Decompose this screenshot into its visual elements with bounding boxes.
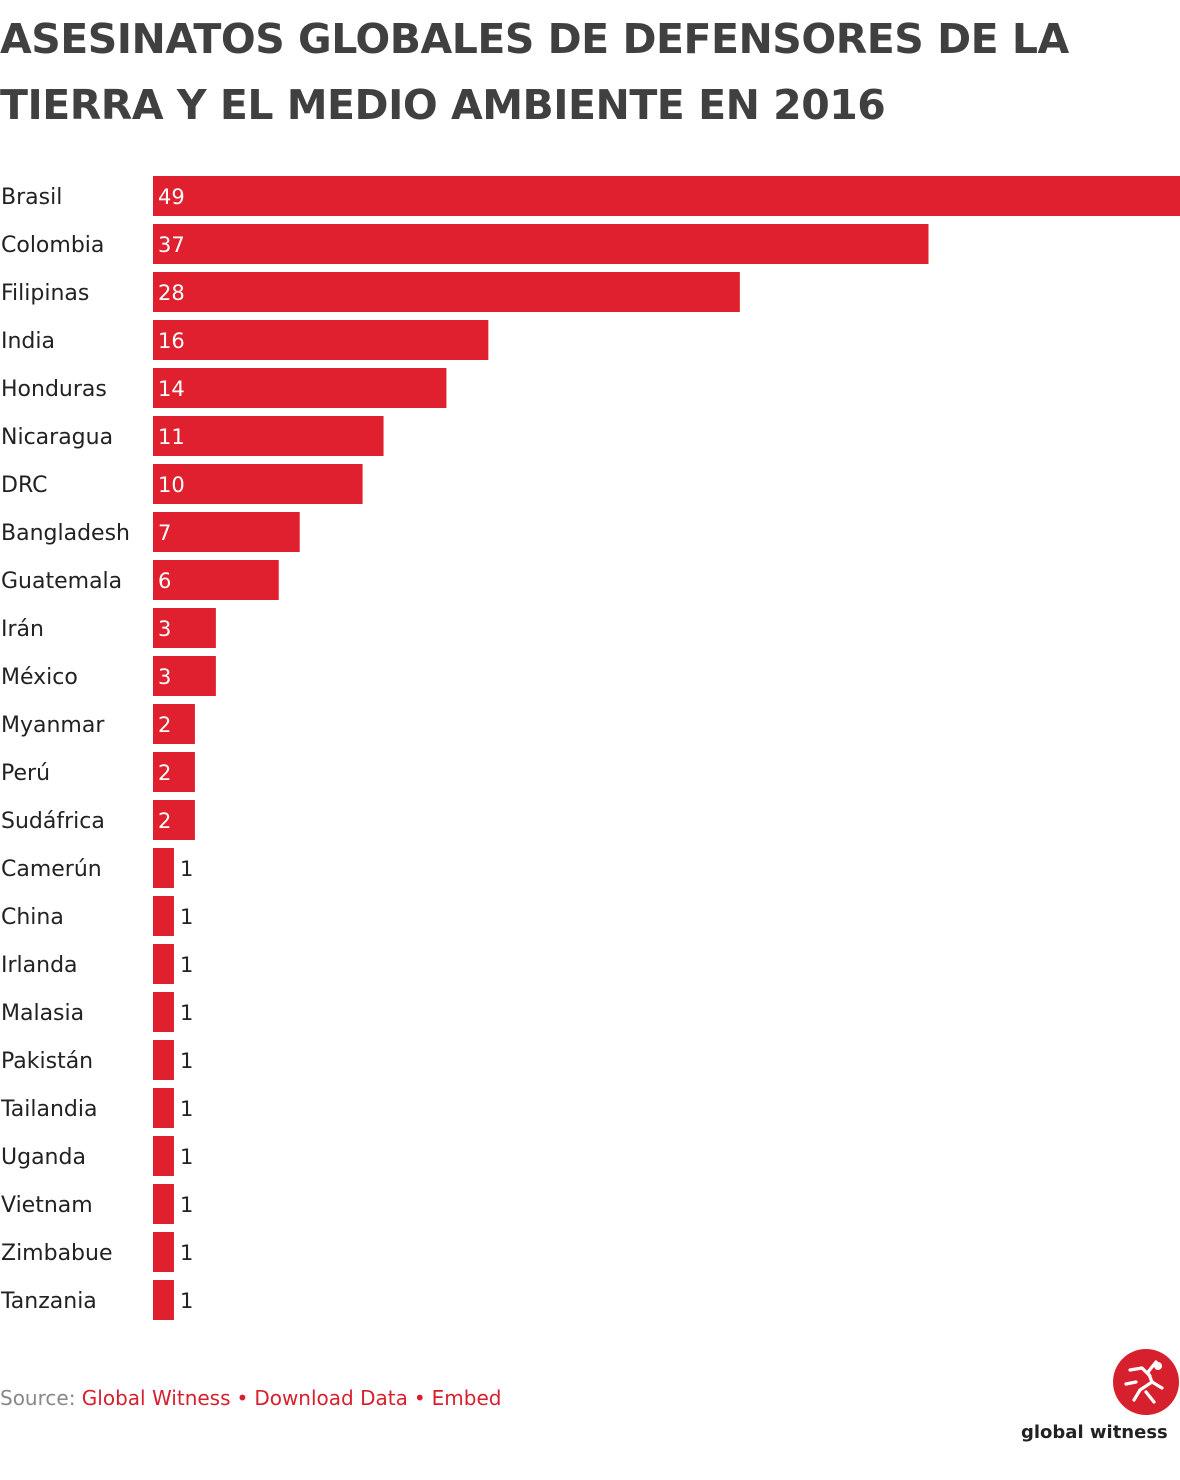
- bar: [153, 560, 279, 600]
- bar: [153, 608, 216, 648]
- data-label: 1: [180, 905, 193, 929]
- bar: [153, 1184, 174, 1224]
- data-label: 2: [158, 713, 171, 737]
- category-label: Guatemala: [1, 569, 122, 594]
- category-label: Irán: [1, 617, 44, 642]
- data-label: 1: [180, 1289, 193, 1313]
- data-label: 3: [158, 665, 171, 689]
- data-label: 7: [158, 521, 171, 545]
- category-label: Tailandia: [0, 1097, 98, 1122]
- bar: [153, 176, 1180, 216]
- bar: [153, 1232, 174, 1272]
- category-label: Sudáfrica: [1, 809, 105, 834]
- data-label: 11: [158, 425, 185, 449]
- data-label: 37: [158, 233, 185, 257]
- data-label: 3: [158, 617, 171, 641]
- bar: [153, 1040, 174, 1080]
- brand-name: global witness: [1021, 1422, 1168, 1443]
- bar: [153, 752, 195, 792]
- global-witness-logo-icon: [1113, 1349, 1179, 1415]
- bar: [153, 464, 363, 504]
- category-label: Bangladesh: [1, 521, 130, 546]
- category-label: China: [1, 905, 64, 930]
- download-data-link[interactable]: Download Data: [254, 1386, 408, 1410]
- data-label: 1: [180, 1097, 193, 1121]
- bar: [153, 800, 195, 840]
- data-label: 10: [158, 473, 185, 497]
- category-label: México: [1, 665, 78, 690]
- bar: [153, 1280, 174, 1320]
- category-label: Zimbabue: [1, 1241, 113, 1266]
- category-label: Malasia: [1, 1001, 84, 1026]
- bar: [153, 704, 195, 744]
- data-label: 1: [180, 1001, 193, 1025]
- data-label: 6: [158, 569, 171, 593]
- data-label: 1: [180, 857, 193, 881]
- data-label: 2: [158, 761, 171, 785]
- source-link[interactable]: Global Witness: [81, 1386, 231, 1410]
- category-label: Honduras: [1, 377, 107, 402]
- bar: [153, 320, 489, 360]
- category-label: Camerún: [1, 857, 102, 882]
- category-label: Pakistán: [1, 1049, 93, 1074]
- data-label: 28: [158, 281, 185, 305]
- separator-dot: •: [413, 1386, 426, 1410]
- bar: [153, 848, 174, 888]
- category-label: Nicaragua: [1, 425, 113, 450]
- chart-title: ASESINATOS GLOBALES DE DEFENSORES DE LA …: [0, 15, 1069, 129]
- bar: [153, 944, 174, 984]
- data-label: 14: [158, 377, 185, 401]
- category-label: Irlanda: [1, 953, 78, 978]
- data-label: 1: [180, 953, 193, 977]
- category-label: Vietnam: [1, 1193, 93, 1218]
- bar: [153, 896, 174, 936]
- category-label: Perú: [1, 761, 50, 786]
- bar: [153, 1136, 174, 1176]
- data-label: 1: [180, 1193, 193, 1217]
- category-label: Filipinas: [1, 281, 89, 306]
- data-label: 1: [180, 1241, 193, 1265]
- bar: [153, 512, 300, 552]
- category-label: Brasil: [1, 185, 62, 210]
- bar: [153, 368, 447, 408]
- bar: [153, 416, 384, 456]
- category-label: Tanzania: [0, 1289, 97, 1314]
- data-label: 2: [158, 809, 171, 833]
- source-prefix: Source:: [0, 1386, 76, 1410]
- data-label: 1: [180, 1049, 193, 1073]
- data-label: 1: [180, 1145, 193, 1169]
- category-label: Uganda: [1, 1145, 86, 1170]
- category-label: DRC: [1, 473, 48, 498]
- category-label: Myanmar: [1, 713, 105, 738]
- data-label: 16: [158, 329, 185, 353]
- data-label: 49: [158, 185, 185, 209]
- bar: [153, 1088, 174, 1128]
- bar: [153, 272, 740, 312]
- bar: [153, 224, 929, 264]
- bar: [153, 656, 216, 696]
- category-label: Colombia: [1, 233, 104, 258]
- embed-link[interactable]: Embed: [431, 1386, 502, 1410]
- separator-dot: •: [236, 1386, 249, 1410]
- chart-footer: Source: Global Witness • Download Data • Emb…: [0, 1386, 501, 1410]
- bar: [153, 992, 174, 1032]
- category-label: India: [1, 329, 55, 354]
